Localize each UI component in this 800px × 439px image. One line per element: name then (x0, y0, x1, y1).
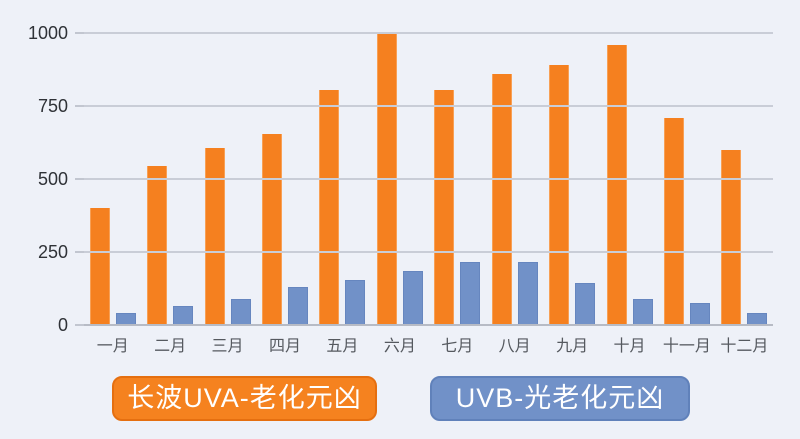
x-axis-label-6: 六月 (383, 338, 416, 355)
y-axis-label-500: 500 (37, 169, 68, 189)
x-axis-label-8: 八月 (498, 338, 531, 355)
bar-uvb-9 (575, 282, 596, 325)
x-axis-label-9: 九月 (556, 338, 589, 355)
x-axis-label-1: 一月 (96, 338, 129, 355)
plot-area (75, 32, 773, 326)
y-axis-label-1000: 1000 (27, 23, 68, 43)
bar-group-10 (601, 33, 658, 325)
bar-uva-4 (261, 133, 282, 325)
bar-group-3 (199, 33, 256, 325)
y-tick-500 (75, 178, 84, 180)
gridline-500 (75, 178, 773, 180)
x-axis-label-11: 十一月 (662, 338, 711, 355)
bar-uvb-3 (230, 298, 251, 325)
bar-group-1 (84, 33, 141, 325)
x-axis-label-12: 十二月 (720, 338, 769, 355)
gridline-0 (75, 324, 773, 326)
bar-uva-12 (721, 149, 742, 325)
bar-uva-7 (434, 89, 455, 325)
bar-uva-9 (549, 65, 570, 325)
bar-group-11 (658, 33, 715, 325)
bar-uva-8 (491, 73, 512, 325)
bar-uva-10 (606, 44, 627, 325)
bar-uva-11 (663, 117, 684, 325)
y-axis-label-250: 250 (37, 242, 68, 262)
bar-uva-5 (319, 89, 340, 325)
y-tick-1000 (75, 32, 84, 34)
bar-uvb-7 (460, 262, 481, 325)
y-axis-label-0: 0 (57, 315, 68, 335)
x-axis-label-2: 二月 (154, 338, 187, 355)
bar-uvb-12 (747, 313, 768, 325)
x-axis-label-3: 三月 (211, 338, 244, 355)
bar-group-7 (429, 33, 486, 325)
x-axis: 一月 二月 三月 四月 五月 六月 七月 八月 九月 十月 十一月 十二月 (84, 336, 773, 358)
bars-layer (84, 33, 773, 325)
bar-group-4 (256, 33, 313, 325)
x-axis-label-5: 五月 (326, 338, 359, 355)
bar-uvb-5 (345, 279, 366, 325)
y-tick-0 (75, 324, 84, 326)
bar-group-12 (716, 33, 773, 325)
bar-uvb-11 (689, 303, 710, 325)
bar-uva-3 (204, 148, 225, 325)
bar-group-8 (486, 33, 543, 325)
bar-uva-1 (89, 208, 110, 325)
bar-uvb-10 (632, 298, 653, 325)
bar-uvb-4 (287, 287, 308, 325)
y-tick-250 (75, 251, 84, 253)
x-axis-label-7: 七月 (441, 338, 474, 355)
gridline-750 (75, 105, 773, 107)
y-axis-label-750: 750 (37, 96, 68, 116)
bar-group-5 (314, 33, 371, 325)
legend-uvb-button[interactable]: UVB-光老化元凶 (430, 376, 690, 421)
bar-uvb-6 (402, 270, 423, 325)
gridline-1000 (75, 32, 773, 34)
bar-group-2 (141, 33, 198, 325)
legend: 长波UVA-老化元凶 UVB-光老化元凶 (0, 376, 800, 424)
x-axis-label-10: 十月 (613, 338, 646, 355)
x-axis-label-4: 四月 (268, 338, 301, 355)
bar-uvb-8 (517, 262, 538, 325)
bar-group-9 (543, 33, 600, 325)
y-tick-750 (75, 105, 84, 107)
gridline-250 (75, 251, 773, 253)
legend-uva-button[interactable]: 长波UVA-老化元凶 (112, 376, 377, 421)
bar-uvb-1 (115, 313, 136, 325)
bar-uva-2 (147, 165, 168, 325)
bar-uvb-2 (173, 306, 194, 325)
